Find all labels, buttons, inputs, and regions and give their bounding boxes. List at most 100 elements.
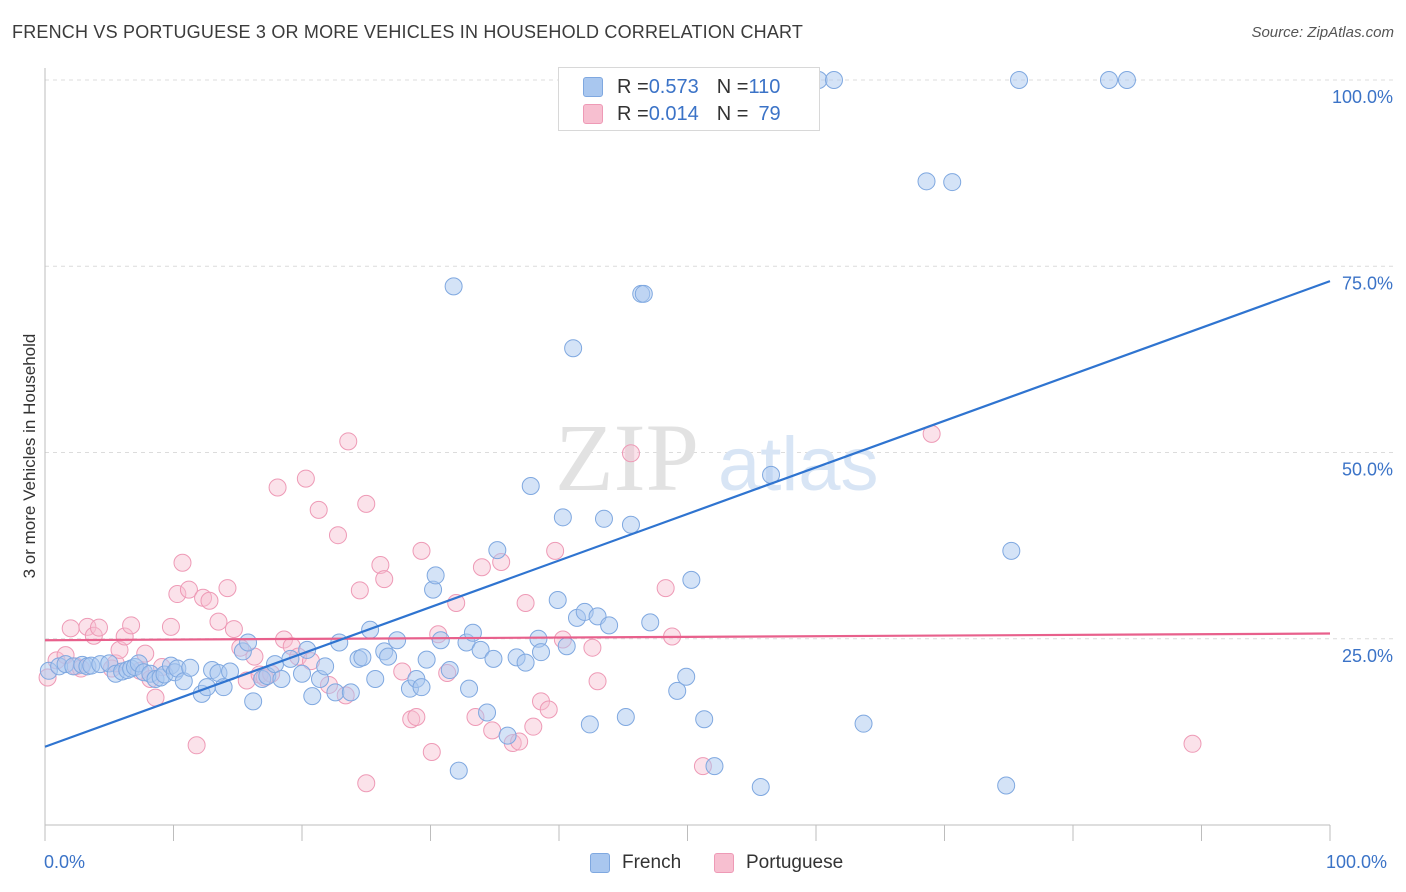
french-point (449, 761, 468, 780)
french-point (695, 710, 714, 729)
portuguese-point (483, 721, 502, 740)
series-legend: French Portuguese (0, 852, 1406, 878)
french-point (1002, 541, 1021, 560)
portuguese-point (110, 640, 129, 659)
x-tick-label-max: 100.0% (1326, 852, 1388, 872)
french-point (471, 640, 490, 659)
portuguese-point (268, 478, 287, 497)
french-point (431, 631, 450, 650)
y-axis-label-container: 3 or more Vehicles in Household (18, 0, 42, 892)
french-point (677, 667, 696, 686)
portuguese-point (407, 707, 426, 726)
french-point (634, 284, 653, 303)
portuguese-point (412, 541, 431, 560)
source-label: Source: ZipAtlas.com (1251, 24, 1394, 41)
portuguese-point (173, 553, 192, 572)
french-point (824, 71, 843, 89)
french-point (917, 172, 936, 191)
portuguese-point (371, 555, 390, 574)
french-legend-swatch (590, 853, 610, 873)
french-n-value: 110 (748, 75, 781, 98)
gridlines (45, 79, 1395, 640)
french-point (548, 591, 567, 610)
french-point (388, 631, 407, 650)
french-point (616, 707, 635, 726)
trendlines (44, 280, 1331, 748)
correlation-legend: R = 0.573 N = 110 R = 0.014 N = 79 (558, 67, 820, 131)
portuguese-legend-swatch (714, 853, 734, 873)
portuguese-point (309, 500, 328, 519)
french-point (668, 681, 687, 700)
french-point (705, 757, 724, 776)
french-n-label: N = (716, 75, 749, 98)
french-point (478, 703, 497, 722)
portuguese-point (357, 494, 376, 513)
french-point (440, 661, 459, 680)
portuguese-point (218, 579, 237, 598)
portuguese-point (168, 585, 187, 604)
french-point (426, 566, 445, 585)
french-point (1117, 71, 1136, 89)
french-point (854, 714, 873, 733)
portuguese-point (61, 619, 80, 638)
legend-item-portuguese[interactable]: Portuguese (714, 852, 843, 874)
french-point (417, 650, 436, 669)
y-tick-labels: 25.0% 50.0% 75.0% 100.0% (1332, 87, 1393, 666)
portuguese-swatch (583, 104, 603, 124)
french-point (181, 658, 200, 677)
portuguese-point (328, 526, 347, 545)
portuguese-point (472, 558, 491, 577)
portuguese-point (539, 700, 558, 719)
french-point (943, 173, 962, 192)
french-point (244, 692, 263, 711)
french-point (997, 776, 1016, 795)
portuguese-legend-label: Portuguese (746, 852, 844, 873)
portuguese-point (621, 444, 640, 463)
portuguese-n-label: N = (716, 102, 749, 125)
french-point (682, 570, 701, 589)
portuguese-point (1183, 734, 1202, 753)
portuguese-point (179, 580, 198, 599)
portuguese-point (296, 469, 315, 488)
french-r-value: 0.573 (648, 75, 699, 98)
french-point (272, 669, 291, 688)
portuguese-n-value: 79 (758, 102, 781, 125)
french-point (557, 637, 576, 656)
legend-row-french: R = 0.573 N = 110 (583, 74, 780, 100)
portuguese-r-label: R = (617, 102, 649, 125)
axes (44, 68, 1331, 841)
portuguese-point (524, 717, 543, 736)
french-point (564, 339, 583, 358)
french-point (521, 477, 540, 496)
portuguese-trendline (44, 632, 1331, 642)
portuguese-point (656, 579, 675, 598)
y-tick-label: 25.0% (1342, 646, 1393, 666)
french-point (488, 541, 507, 560)
french-point (303, 687, 322, 706)
y-tick-label: 75.0% (1342, 273, 1393, 293)
chart-title: FRENCH VS PORTUGUESE 3 OR MORE VEHICLES … (12, 22, 804, 42)
french-legend-label: French (622, 852, 682, 873)
portuguese-point (339, 432, 358, 451)
portuguese-point (187, 736, 206, 755)
french-point (366, 669, 385, 688)
french-point (621, 515, 640, 534)
french-point (594, 509, 613, 528)
portuguese-point (161, 617, 180, 636)
legend-row-portuguese: R = 0.014 N = 79 (583, 101, 781, 127)
french-point (412, 678, 431, 697)
french-point (341, 683, 360, 702)
portuguese-point (588, 672, 607, 691)
french-point (316, 657, 335, 676)
french-point (1010, 71, 1029, 89)
portuguese-point (89, 618, 108, 637)
portuguese-point (357, 774, 376, 793)
zipatlas-watermark: ZIP atlas (555, 404, 879, 511)
portuguese-point (375, 570, 394, 589)
y-axis-label: 3 or more Vehicles in Household (20, 333, 39, 579)
legend-item-french[interactable]: French (590, 852, 681, 874)
portuguese-point (516, 593, 535, 612)
y-tick-label: 100.0% (1332, 87, 1393, 107)
portuguese-point (200, 591, 219, 610)
portuguese-point (393, 662, 412, 681)
